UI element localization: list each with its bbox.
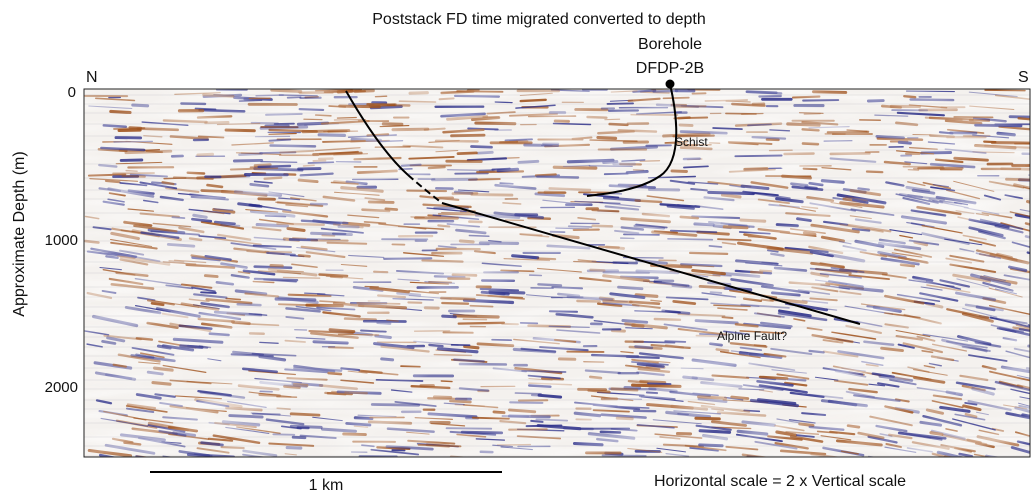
y-tick-1000: 1000 xyxy=(45,232,78,249)
fault-label: Alpine Fault? xyxy=(717,329,787,343)
south-label: S xyxy=(1018,69,1029,86)
fault-trace-upper xyxy=(345,90,409,176)
reflector-stroke xyxy=(943,455,955,457)
y-axis-label: Approximate Depth (m) xyxy=(11,151,28,316)
fault-trace-dashed xyxy=(407,174,443,204)
borehole-name: DFDP-2B xyxy=(636,60,704,77)
y-tick-0: 0 xyxy=(68,84,76,101)
borehole-path xyxy=(586,83,678,197)
section-frame xyxy=(83,88,1031,458)
section-noise xyxy=(84,89,1030,457)
figure-title: Poststack FD time migrated converted to … xyxy=(372,11,705,28)
north-label: N xyxy=(86,69,98,86)
scale-bar-label: 1 km xyxy=(309,477,344,493)
scale-note: Horizontal scale = 2 x Vertical scale xyxy=(654,473,906,490)
trace-gridlines xyxy=(84,94,1030,457)
seismic-section xyxy=(84,89,1030,457)
fault-trace-lower xyxy=(441,202,861,325)
schist-label: Schist xyxy=(675,135,708,149)
borehole-label: Borehole xyxy=(638,36,702,53)
y-tick-2000: 2000 xyxy=(45,379,78,396)
